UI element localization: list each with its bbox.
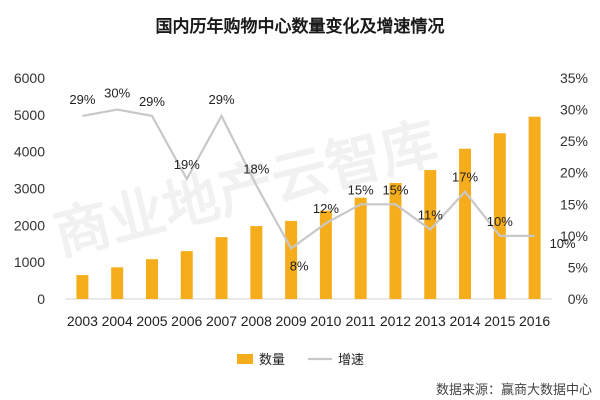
- legend: 数量 增速: [237, 353, 364, 368]
- x-tick: 2014: [449, 313, 480, 329]
- y-left-tick: 0: [37, 291, 45, 307]
- x-tick: 2011: [346, 313, 376, 329]
- bar: [111, 267, 124, 299]
- y-right-tick: 20%: [560, 165, 588, 181]
- y-right-ticks: 0% 5% 10% 15% 20% 25% 30% 35%: [560, 70, 588, 307]
- chart-title: 国内历年购物中心数量变化及增速情况: [156, 16, 445, 37]
- x-tick: 2012: [380, 313, 411, 329]
- bar: [389, 182, 402, 299]
- bar: [493, 133, 506, 299]
- growth-label: 10%: [487, 214, 513, 229]
- growth-label: 15%: [382, 182, 408, 197]
- legend-bar-swatch: [237, 354, 253, 364]
- x-tick: 2013: [415, 313, 446, 329]
- growth-label: 8%: [290, 258, 309, 273]
- growth-label: 29%: [139, 94, 165, 109]
- y-right-tick: 5%: [568, 259, 588, 275]
- growth-labels: 29% 30% 29% 19% 29% 18% 8% 12% 15% 15% 11% 17% 10% 10…: [69, 86, 576, 274]
- x-tick: 2016: [519, 313, 550, 329]
- y-left-tick: 2000: [14, 217, 45, 233]
- growth-label: 15%: [348, 182, 374, 197]
- bar: [145, 259, 158, 299]
- x-tick: 2008: [241, 313, 272, 329]
- y-left-tick: 4000: [14, 144, 45, 160]
- growth-label: 10%: [550, 236, 576, 251]
- source-note: 数据来源：赢商大数据中心: [436, 382, 592, 398]
- x-ticks: 2003 2004 2005 2006 2007 2008 2009 2010 2011 2012…: [67, 313, 551, 329]
- growth-label: 29%: [209, 92, 235, 107]
- y-right-tick: 30%: [560, 102, 588, 118]
- y-right-tick: 10%: [560, 228, 588, 244]
- y-left-tick: 3000: [14, 181, 45, 197]
- x-tick: 2005: [136, 313, 167, 329]
- y-right-tick: 0%: [568, 291, 588, 307]
- x-tick: 2009: [276, 313, 307, 329]
- bar: [354, 197, 367, 299]
- growth-line: [82, 108, 535, 251]
- bar: [215, 237, 228, 299]
- bar: [250, 226, 263, 299]
- growth-label: 29%: [69, 92, 95, 107]
- y-left-ticks: 0 1000 2000 3000 4000 5000 6000: [14, 70, 45, 307]
- bar: [285, 220, 298, 299]
- y-right-tick: 35%: [560, 70, 588, 86]
- x-tick: 2015: [484, 313, 515, 329]
- bar: [180, 251, 193, 299]
- bars: [76, 116, 541, 299]
- growth-label: 11%: [418, 208, 443, 223]
- y-left-tick: 5000: [14, 107, 45, 123]
- growth-label: 12%: [313, 201, 339, 216]
- x-tick: 2006: [171, 313, 202, 329]
- x-tick: 2007: [206, 313, 237, 329]
- growth-label: 30%: [104, 86, 130, 101]
- bar: [76, 275, 89, 299]
- growth-label: 17%: [452, 170, 478, 185]
- x-tick: 2010: [310, 313, 341, 329]
- legend-line-label: 增速: [338, 353, 364, 368]
- y-left-tick: 6000: [14, 70, 45, 86]
- growth-label: 19%: [174, 157, 200, 172]
- bar: [319, 210, 332, 299]
- legend-bar-label: 数量: [259, 353, 285, 368]
- y-left-tick: 1000: [14, 254, 45, 270]
- bar: [424, 170, 437, 299]
- x-tick: 2004: [102, 313, 133, 329]
- y-right-tick: 25%: [560, 133, 588, 149]
- bar: [459, 148, 472, 299]
- growth-label: 18%: [243, 161, 269, 176]
- y-right-tick: 15%: [560, 196, 588, 212]
- bar: [528, 116, 541, 299]
- x-tick: 2003: [67, 313, 98, 329]
